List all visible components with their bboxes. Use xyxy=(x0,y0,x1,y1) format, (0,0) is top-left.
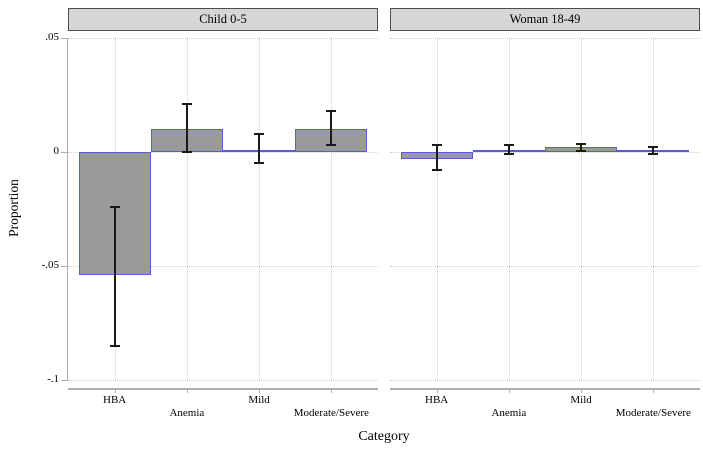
x-tick-label: HBA xyxy=(425,394,449,406)
error-bar-cap-top xyxy=(326,109,337,112)
y-tick-label: -.05 xyxy=(41,259,59,271)
panel-header: Woman 18-49 xyxy=(390,8,700,31)
h-gridline xyxy=(68,266,378,267)
y-tick xyxy=(60,379,67,381)
v-gridline xyxy=(259,38,261,380)
x-tick-label: Anemia xyxy=(491,407,527,419)
error-bar-line xyxy=(185,104,188,152)
error-bar-line xyxy=(330,110,333,146)
x-tick xyxy=(508,388,510,393)
error-bar-cap-bottom xyxy=(431,169,442,172)
h-gridline xyxy=(68,380,378,381)
x-tick xyxy=(436,388,438,393)
error-bar-cap-top xyxy=(431,144,442,147)
error-bar-cap-top xyxy=(109,205,120,208)
v-gridline xyxy=(653,38,655,380)
x-tick xyxy=(259,388,261,393)
error-bar-cap-bottom xyxy=(326,144,337,147)
h-gridline xyxy=(390,38,700,39)
error-bar-line xyxy=(113,206,116,346)
error-bar-line xyxy=(258,133,261,164)
x-axis-title: Category xyxy=(358,429,410,444)
x-tick xyxy=(331,388,333,393)
x-tick-label: HBA xyxy=(103,394,127,406)
error-bar-cap-top xyxy=(254,132,265,135)
error-bar-cap-top xyxy=(576,143,587,146)
y-tick xyxy=(60,265,67,267)
panel-header: Child 0-5 xyxy=(68,8,378,31)
error-bar-cap-bottom xyxy=(109,344,120,347)
x-tick-label: Anemia xyxy=(169,407,205,419)
panel-title: Child 0-5 xyxy=(199,12,247,26)
error-bar-line xyxy=(652,147,655,155)
x-tick xyxy=(581,388,583,393)
error-bar-line xyxy=(435,145,438,171)
h-gridline xyxy=(390,152,700,153)
error-bar-cap-top xyxy=(503,144,514,147)
error-bar-line xyxy=(580,144,583,151)
error-bar-cap-top xyxy=(181,103,192,106)
error-bar-cap-bottom xyxy=(576,149,587,152)
x-axis-line xyxy=(390,388,700,390)
x-tick xyxy=(653,388,655,393)
error-bar-cap-bottom xyxy=(181,151,192,153)
v-gridline xyxy=(581,38,583,380)
y-tick-label: .05 xyxy=(45,31,59,43)
v-gridline xyxy=(508,38,510,380)
y-tick-label: 0 xyxy=(53,145,60,157)
error-bar-line xyxy=(507,145,510,155)
x-axis-line xyxy=(68,388,378,390)
error-bar-cap-bottom xyxy=(503,153,514,156)
y-axis-line xyxy=(66,38,68,381)
v-gridline xyxy=(436,38,438,380)
x-tick-label: Mild xyxy=(570,394,592,406)
x-tick-label: Mild xyxy=(248,394,270,406)
v-gridline xyxy=(331,38,333,380)
error-bar-cap-top xyxy=(648,146,659,149)
x-tick xyxy=(186,388,188,393)
h-gridline xyxy=(390,380,700,381)
x-tick-label: Moderate/Severe xyxy=(615,407,691,419)
y-tick-label: -.1 xyxy=(47,373,59,385)
y-tick xyxy=(60,151,67,153)
h-gridline xyxy=(390,266,700,267)
error-bar-cap-bottom xyxy=(648,153,659,156)
v-gridline xyxy=(186,38,188,380)
y-tick xyxy=(60,37,67,39)
error-bar-cap-bottom xyxy=(254,162,265,165)
y-axis-title: Proportion xyxy=(6,179,21,237)
h-gridline xyxy=(68,38,378,39)
panel-title: Woman 18-49 xyxy=(509,12,581,26)
h-gridline xyxy=(68,152,378,153)
x-tick-label: Moderate/Severe xyxy=(293,407,369,419)
x-tick xyxy=(114,388,116,393)
